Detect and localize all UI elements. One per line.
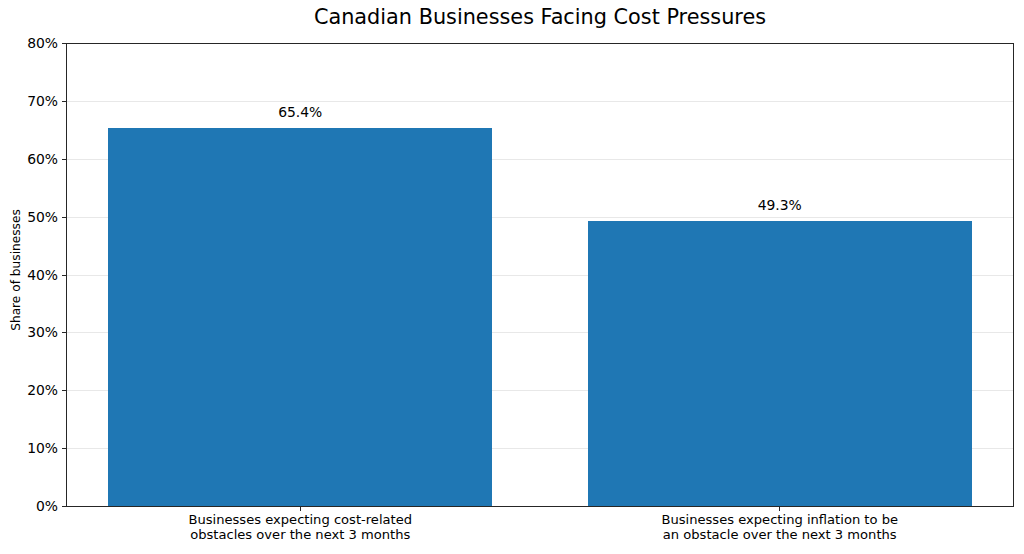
y-tick-mark <box>62 448 66 449</box>
bar-chart-figure: Canadian Businesses Facing Cost Pressure… <box>0 0 1024 554</box>
y-tick-mark <box>62 101 66 102</box>
y-tick-mark <box>62 159 66 160</box>
y-tick-mark <box>62 390 66 391</box>
x-tick-mark <box>300 507 301 511</box>
y-gridline <box>67 101 1013 102</box>
y-tick-label: 20% <box>0 383 58 398</box>
y-tick-label: 10% <box>0 441 58 456</box>
chart-title: Canadian Businesses Facing Cost Pressure… <box>66 5 1014 29</box>
y-tick-label: 70% <box>0 94 58 109</box>
x-tick-label: Businesses expecting inflation to bean o… <box>661 512 898 543</box>
y-tick-mark <box>62 332 66 333</box>
bar-value-label: 65.4% <box>278 104 322 121</box>
y-tick-label: 60% <box>0 152 58 167</box>
y-tick-mark <box>62 217 66 218</box>
y-tick-label: 50% <box>0 210 58 225</box>
bar <box>108 128 492 507</box>
y-tick-mark <box>62 43 66 44</box>
y-tick-mark <box>62 506 66 507</box>
bar-value-label: 49.3% <box>758 197 802 214</box>
plot-area <box>66 43 1014 507</box>
x-tick-label: Businesses expecting cost-relatedobstacl… <box>188 512 412 543</box>
y-tick-label: 0% <box>0 499 58 514</box>
y-tick-mark <box>62 275 66 276</box>
y-tick-label: 30% <box>0 325 58 340</box>
y-tick-label: 40% <box>0 268 58 283</box>
y-tick-label: 80% <box>0 36 58 51</box>
bar <box>588 221 972 506</box>
x-tick-mark <box>779 507 780 511</box>
